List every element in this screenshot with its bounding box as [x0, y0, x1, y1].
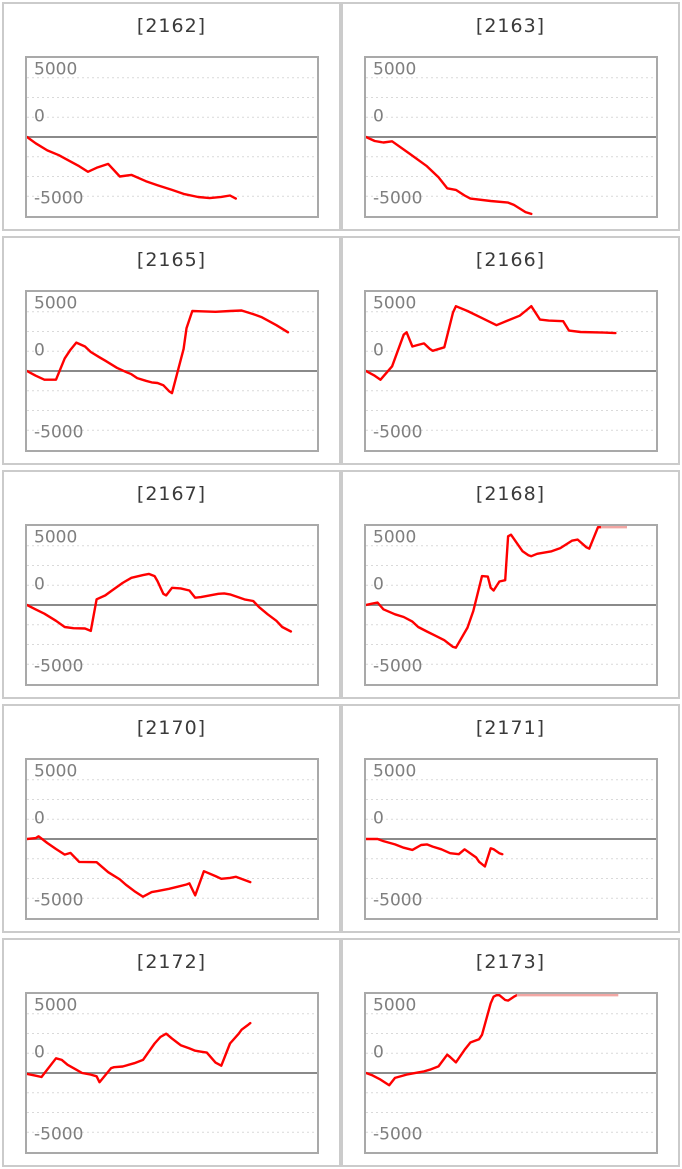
y-axis-label-minus5000: -5000: [34, 422, 84, 443]
chart-panel: [2168] 5000 0 -5000: [341, 470, 680, 699]
chart-title: [2170]: [136, 717, 207, 739]
plot-area: 5000 0 -5000: [364, 758, 658, 920]
chart-title: [2168]: [475, 483, 546, 505]
y-axis-label-minus5000: -5000: [34, 890, 84, 911]
chart-panel: [2167] 5000 0 -5000: [2, 470, 341, 699]
chart-panel: [2170] 5000 0 -5000: [2, 704, 341, 933]
chart-title: [2173]: [475, 951, 546, 973]
y-axis-label-zero: 0: [373, 574, 384, 595]
line-chart-svg: [366, 77, 656, 216]
y-axis-label-5000: 5000: [34, 59, 78, 80]
plot-area: 5000 0 -5000: [364, 290, 658, 452]
y-axis-label-5000: 5000: [373, 527, 417, 548]
y-axis-label-minus5000: -5000: [373, 656, 423, 677]
y-axis-label-minus5000: -5000: [373, 890, 423, 911]
y-axis-label-minus5000: -5000: [34, 656, 84, 677]
series-line: [27, 135, 238, 200]
y-axis-label-5000: 5000: [373, 293, 417, 314]
plot-area: 5000 0 -5000: [25, 56, 319, 218]
line-chart-svg: [27, 77, 317, 200]
series-line: [27, 309, 290, 395]
chart-title: [2163]: [475, 15, 546, 37]
y-axis-label-zero: 0: [34, 574, 45, 595]
y-axis-label-minus5000: -5000: [34, 1124, 84, 1145]
series-line: [366, 526, 603, 649]
y-axis-label-zero: 0: [34, 106, 45, 127]
y-axis-label-minus5000: -5000: [373, 188, 423, 209]
series-line: [366, 837, 504, 868]
plot-area: 5000 0 -5000: [25, 758, 319, 920]
chart-title: [2162]: [136, 15, 207, 37]
y-axis-label-5000: 5000: [34, 761, 78, 782]
y-axis-label-zero: 0: [373, 340, 384, 361]
y-axis-label-5000: 5000: [34, 293, 78, 314]
y-axis-label-minus5000: -5000: [373, 1124, 423, 1145]
y-axis-label-zero: 0: [373, 106, 384, 127]
plot-area: 5000 0 -5000: [364, 524, 658, 686]
y-axis-label-zero: 0: [34, 1042, 45, 1063]
line-chart-svg: [366, 994, 656, 1133]
chart-title: [2167]: [136, 483, 207, 505]
chart-panel: [2172] 5000 0 -5000: [2, 938, 341, 1167]
line-chart-svg: [27, 309, 317, 431]
y-axis-label-5000: 5000: [373, 761, 417, 782]
plot-area: 5000 0 -5000: [364, 992, 658, 1154]
series-line: [27, 1021, 252, 1084]
line-chart-svg: [366, 526, 656, 665]
y-axis-label-zero: 0: [373, 808, 384, 829]
y-axis-label-minus5000: -5000: [373, 422, 423, 443]
chart-title: [2166]: [475, 249, 546, 271]
chart-panel: [2162] 5000 0 -5000: [2, 2, 341, 231]
line-chart-svg: [27, 545, 317, 665]
chart-panel: [2165] 5000 0 -5000: [2, 236, 341, 465]
series-line: [27, 572, 293, 633]
chart-panel: [2163] 5000 0 -5000: [341, 2, 680, 231]
chart-panel: [2166] 5000 0 -5000: [341, 236, 680, 465]
y-axis-label-5000: 5000: [34, 995, 78, 1016]
series-line: [366, 135, 533, 216]
chart-title: [2171]: [475, 717, 546, 739]
plot-area: 5000 0 -5000: [25, 524, 319, 686]
y-axis-label-minus5000: -5000: [34, 188, 84, 209]
y-axis-label-zero: 0: [34, 340, 45, 361]
line-chart-svg: [27, 1013, 317, 1133]
chart-panel: [2171] 5000 0 -5000: [341, 704, 680, 933]
chart-panel: [2173] 5000 0 -5000: [341, 938, 680, 1167]
plot-area: 5000 0 -5000: [25, 290, 319, 452]
line-chart-svg: [27, 779, 317, 899]
line-chart-svg: [366, 779, 656, 899]
y-axis-label-5000: 5000: [373, 59, 417, 80]
chart-title: [2165]: [136, 249, 207, 271]
plot-area: 5000 0 -5000: [364, 56, 658, 218]
line-chart-svg: [366, 304, 656, 431]
chart-title: [2172]: [136, 951, 207, 973]
y-axis-label-zero: 0: [34, 808, 45, 829]
series-line: [366, 304, 617, 381]
y-axis-label-zero: 0: [373, 1042, 384, 1063]
series-line: [27, 835, 252, 898]
y-axis-label-5000: 5000: [34, 527, 78, 548]
plot-area: 5000 0 -5000: [25, 992, 319, 1154]
series-line: [366, 994, 519, 1087]
y-axis-label-5000: 5000: [373, 995, 417, 1016]
